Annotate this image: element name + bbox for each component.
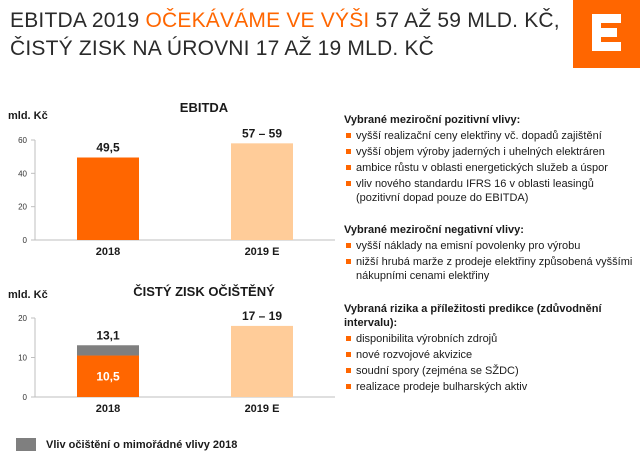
bar — [231, 143, 293, 240]
cez-logo — [573, 0, 640, 68]
list-item: vliv nového standardu IFRS 16 v oblasti … — [344, 177, 640, 205]
list-item: soudní spory (zejména se SŽDC) — [344, 364, 640, 378]
chart-title: EBITDA — [180, 100, 229, 115]
list-item: ambice růstu v oblasti energetických slu… — [344, 161, 640, 175]
list-item: realizace prodeje bulharských aktiv — [344, 380, 640, 394]
category-label: 2019 E — [245, 246, 280, 258]
data-label: 13,1 — [96, 328, 120, 342]
legend-swatch — [16, 438, 36, 451]
charts-area: EBITDA mld. Kč 0 20 40 60 49,5 2018 57 – 59 2019 … — [8, 100, 335, 415]
y-axis-unit: mld. Kč — [8, 289, 48, 301]
data-label: 17 – 19 — [242, 309, 282, 323]
negative-impacts: Vybrané meziroční negativní vlivy: vyšší… — [344, 223, 640, 285]
y-tick-label: 10 — [18, 354, 27, 363]
ebitda-chart: EBITDA mld. Kč 0 20 40 60 49,5 2018 57 – 59 2019 … — [8, 100, 335, 258]
y-tick-label: 60 — [18, 136, 27, 145]
net-profit-chart: ČISTÝ ZISK OČIŠTĚNÝ mld. Kč 0 10 20 13,1 10,5 2… — [8, 284, 335, 415]
cez-logo-icon — [592, 14, 621, 51]
data-label: 57 – 59 — [242, 126, 282, 140]
inner-data-label: 10,5 — [96, 369, 120, 383]
y-tick-label: 0 — [23, 236, 28, 245]
bar — [77, 355, 139, 397]
list-item: vyšší náklady na emisní povolenky pro vý… — [344, 239, 640, 253]
risks-heading: Vybraná rizika a příležitosti predikce (… — [344, 303, 602, 329]
y-tick-label: 20 — [18, 203, 27, 212]
negative-heading: Vybrané meziroční negativní vlivy: — [344, 224, 524, 236]
risks-opportunities: Vybraná rizika a příležitosti predikce (… — [344, 302, 640, 396]
list-item: nové rozvojové akvizice — [344, 348, 640, 362]
y-tick-label: 0 — [23, 393, 28, 402]
list-item: vyšší realizační ceny elektřiny vč. dopa… — [344, 129, 640, 143]
category-label: 2019 E — [245, 403, 280, 415]
data-label: 49,5 — [96, 141, 120, 155]
bar — [231, 325, 293, 397]
page-title: EBITDA 2019 OČEKÁVÁME VE VÝŠI 57 AŽ 59 M… — [10, 9, 560, 60]
y-axis-unit: mld. Kč — [8, 110, 48, 122]
list-item: disponibilita výrobních zdrojů — [344, 332, 640, 346]
legend: Vliv očištění o mimořádné vlivy 2018 — [16, 438, 237, 451]
y-tick-label: 40 — [18, 169, 27, 178]
positive-heading: Vybrané meziroční pozitivní vlivy: — [344, 114, 521, 126]
category-label: 2018 — [96, 403, 120, 415]
legend-label: Vliv očištění o mimořádné vlivy 2018 — [46, 438, 238, 451]
list-item: vyšší objem výroby jaderných i uhelných … — [344, 145, 640, 159]
category-label: 2018 — [96, 246, 120, 258]
positive-impacts: Vybrané meziroční pozitivní vlivy: vyšší… — [344, 113, 640, 207]
bar — [77, 157, 139, 240]
chart-title: ČISTÝ ZISK OČIŠTĚNÝ — [133, 284, 275, 299]
y-tick-label: 20 — [18, 314, 27, 323]
bar-adjustment — [77, 345, 139, 356]
list-item: nižší hrubá marže z prodeje elektřiny zp… — [344, 255, 640, 283]
